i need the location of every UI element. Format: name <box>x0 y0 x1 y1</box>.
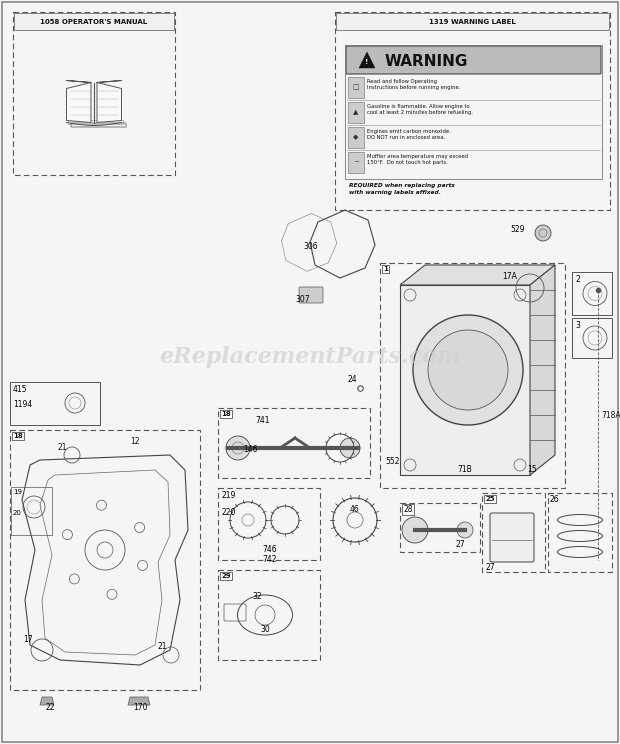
Text: 1: 1 <box>383 266 388 272</box>
FancyBboxPatch shape <box>490 513 534 562</box>
Text: 146: 146 <box>243 445 257 454</box>
Bar <box>348 152 364 173</box>
Circle shape <box>428 330 508 410</box>
Text: 22: 22 <box>45 703 55 712</box>
FancyBboxPatch shape <box>299 287 323 303</box>
Text: 27: 27 <box>455 540 464 549</box>
Text: WARNING: WARNING <box>385 54 468 68</box>
Text: 170: 170 <box>133 703 148 712</box>
Text: 28: 28 <box>403 505 412 514</box>
Circle shape <box>226 436 250 460</box>
Text: !: ! <box>365 59 369 65</box>
Text: 27: 27 <box>485 563 495 572</box>
Circle shape <box>340 438 360 458</box>
Polygon shape <box>530 265 555 475</box>
Text: 742: 742 <box>263 555 277 564</box>
Text: 741: 741 <box>255 416 270 425</box>
Text: 718A: 718A <box>601 411 620 420</box>
Text: 552: 552 <box>385 457 399 466</box>
Text: Engines emit carbon monoxide.
DO NOT run in enclosed area.: Engines emit carbon monoxide. DO NOT run… <box>367 129 451 140</box>
Text: 307: 307 <box>295 295 309 304</box>
Text: REQUIRED when replacing parts
with warning labels affixed.: REQUIRED when replacing parts with warni… <box>349 183 454 195</box>
Text: 30: 30 <box>260 625 270 634</box>
Text: Gasoline is flammable. Allow engine to
cool at least 2 minutes before refueling.: Gasoline is flammable. Allow engine to c… <box>367 104 473 115</box>
Text: 32: 32 <box>252 592 262 601</box>
Polygon shape <box>359 52 375 68</box>
Text: 12: 12 <box>130 437 140 446</box>
Circle shape <box>413 315 523 425</box>
Text: 219: 219 <box>221 491 236 500</box>
Text: 25: 25 <box>485 496 495 502</box>
Text: 71B: 71B <box>457 465 472 474</box>
Text: ▲: ▲ <box>353 109 359 115</box>
Text: 19: 19 <box>13 489 22 495</box>
Text: Read and follow Operating
Instructions before running engine.: Read and follow Operating Instructions b… <box>367 79 461 90</box>
Text: □: □ <box>353 85 360 91</box>
Text: 220: 220 <box>221 508 236 517</box>
FancyBboxPatch shape <box>346 46 601 74</box>
Text: 46: 46 <box>350 505 360 514</box>
Text: eReplacementParts.com: eReplacementParts.com <box>159 346 461 368</box>
Text: 17A: 17A <box>502 272 517 281</box>
Polygon shape <box>14 13 174 30</box>
Text: 18: 18 <box>221 411 231 417</box>
Polygon shape <box>128 697 150 705</box>
Text: 21: 21 <box>157 642 167 651</box>
Polygon shape <box>40 697 54 705</box>
Text: 1194: 1194 <box>13 400 32 409</box>
Text: ~: ~ <box>353 159 359 165</box>
Polygon shape <box>400 265 555 285</box>
Polygon shape <box>97 83 122 123</box>
Circle shape <box>457 522 473 538</box>
Text: 18: 18 <box>13 433 23 439</box>
Text: 1058 OPERATOR'S MANUAL: 1058 OPERATOR'S MANUAL <box>40 19 148 25</box>
Text: ◆: ◆ <box>353 135 359 141</box>
Polygon shape <box>66 83 91 123</box>
Text: 17: 17 <box>23 635 33 644</box>
Text: 529: 529 <box>510 225 525 234</box>
Text: Muffler area temperature may exceed
150°F.  Do not touch hot parts.: Muffler area temperature may exceed 150°… <box>367 154 468 165</box>
Circle shape <box>535 225 551 241</box>
Polygon shape <box>400 285 530 475</box>
Text: 1319 WARNING LABEL: 1319 WARNING LABEL <box>429 19 516 25</box>
Text: 306: 306 <box>303 242 317 251</box>
Circle shape <box>402 517 428 543</box>
Text: 2: 2 <box>575 275 580 284</box>
Text: 20: 20 <box>13 510 22 516</box>
Text: 26: 26 <box>550 495 560 504</box>
Text: 746: 746 <box>263 545 277 554</box>
Text: 15: 15 <box>527 465 537 474</box>
Text: 24: 24 <box>348 375 358 384</box>
Text: 415: 415 <box>13 385 27 394</box>
Text: 21: 21 <box>57 443 67 452</box>
Bar <box>348 127 364 148</box>
Polygon shape <box>336 13 609 30</box>
Bar <box>348 102 364 123</box>
Text: 3: 3 <box>575 321 580 330</box>
Text: 29: 29 <box>221 573 231 579</box>
Bar <box>348 77 364 98</box>
